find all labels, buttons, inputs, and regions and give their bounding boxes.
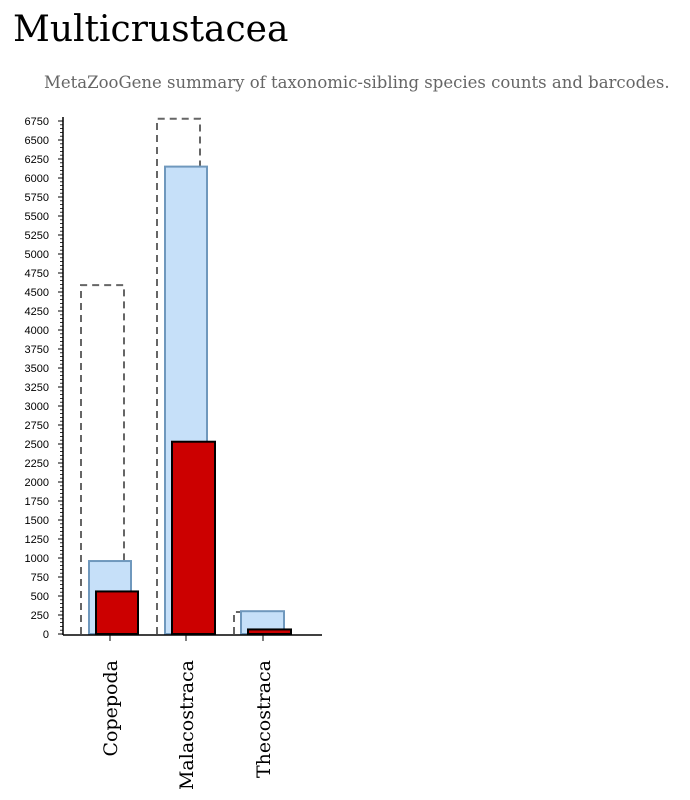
y-tick-label-6500: 6500 [25,135,49,147]
y-tick-label-5250: 5250 [25,230,49,242]
y-tick-label-6000: 6000 [25,173,49,185]
red-bar-malacostraca [171,440,216,635]
page-title: Multicrustacea [13,9,289,50]
category-label-copepoda: Copepoda [100,660,122,756]
y-tick-label-250: 250 [31,610,49,622]
red-bar-copepoda [95,590,139,636]
y-tick-label-4500: 4500 [25,287,49,299]
y-tick-label-3000: 3000 [25,401,49,413]
category-label-malacostraca: Malacostraca [176,660,198,790]
axis-layer: 0 250 500 750 1000 1250 1500 1750 2000 2250 2500 27… [25,116,322,641]
bars-layer [80,117,292,636]
y-tick-label-2500: 2500 [25,439,49,451]
y-tick-label-5750: 5750 [25,192,49,204]
y-tick-label-2000: 2000 [25,477,49,489]
category-labels: Copepoda Malacostraca Thecostraca [100,660,275,790]
category-label-thecostraca: Thecostraca [253,660,275,778]
y-tick-label-5000: 5000 [25,249,49,261]
y-tick-label-2250: 2250 [25,458,49,470]
y-tick-label-5500: 5500 [25,211,49,223]
y-tick-label-1000: 1000 [25,553,49,565]
y-tick-label-500: 500 [31,591,49,603]
y-tick-label-1750: 1750 [25,496,49,508]
y-tick-label-3500: 3500 [25,363,49,375]
y-tick-label-1250: 1250 [25,534,49,546]
page-subtitle: MetaZooGene summary of taxonomic-sibling… [44,73,670,92]
y-tick-label-4750: 4750 [25,268,49,280]
y-tick-label-3250: 3250 [25,382,49,394]
y-tick-label-3750: 3750 [25,344,49,356]
y-tick-label-1500: 1500 [25,515,49,527]
dashed-bar-copepoda [80,284,125,634]
y-tick-label-750: 750 [31,572,49,584]
y-tick-label-4250: 4250 [25,306,49,318]
y-tick-label-4000: 4000 [25,325,49,337]
red-bar-thecostraca [247,628,292,636]
y-tick-label-6250: 6250 [25,154,49,166]
y-tick-label-2750: 2750 [25,420,49,432]
y-tick-label-6750: 6750 [25,116,49,128]
y-tick-label-0: 0 [43,629,49,641]
dashed-bar-malacostraca [156,117,201,634]
